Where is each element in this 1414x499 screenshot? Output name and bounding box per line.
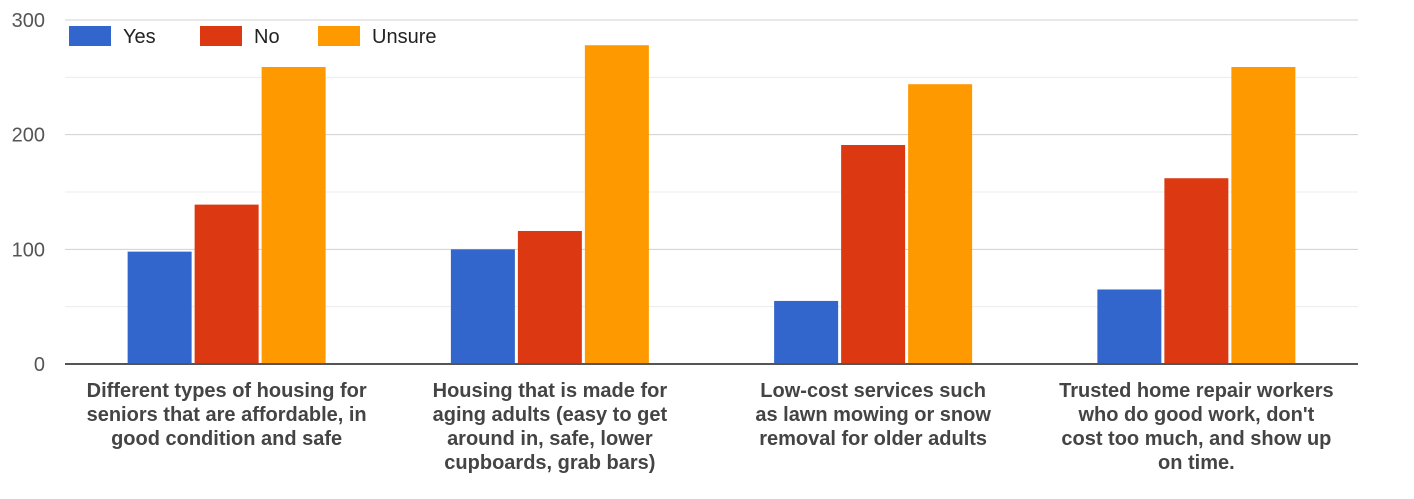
x-category-label: Different types of housing for seniors th… [87, 380, 367, 450]
bar-no-3 [841, 144, 906, 364]
bar-no-4 [1164, 178, 1229, 364]
x-category-label-line: around in, safe, lower [447, 428, 653, 450]
x-category-label-line: Low-cost services such [760, 380, 986, 402]
x-category-label: Low-cost services such as lawn mowing or … [755, 380, 991, 450]
legend-swatch-no [200, 26, 242, 46]
x-axis-labels: Different types of housing for seniors th… [87, 380, 1334, 474]
x-category-label-line: on time. [1158, 452, 1235, 474]
bar-yes-4 [1097, 289, 1162, 364]
x-category-label: Trusted home repair workers who do good w… [1059, 380, 1334, 474]
bar-no-1 [194, 204, 259, 364]
x-category-label-line: good condition and safe [111, 428, 342, 450]
legend-label-no: No [254, 26, 280, 48]
y-tick-label: 200 [12, 125, 45, 147]
x-category-label-line: removal for older adults [759, 428, 987, 450]
bar-unsure-4 [1231, 67, 1296, 364]
x-category-label-line: who do good work, don't [1077, 404, 1314, 426]
x-category-label-line: cost too much, and show up [1061, 428, 1331, 450]
y-tick-label: 100 [12, 239, 45, 261]
bar-unsure-2 [584, 45, 649, 365]
legend-label-yes: Yes [123, 26, 156, 48]
x-category-label-line: as lawn mowing or snow [755, 404, 991, 426]
x-category-label-line: Housing that is made for [433, 380, 668, 402]
x-category-label-line: cupboards, grab bars) [444, 452, 655, 474]
bars [127, 45, 1296, 365]
x-category-label: Housing that is made for aging adults (ea… [433, 380, 668, 474]
bar-yes-1 [127, 251, 192, 364]
legend: Yes No Unsure [69, 26, 436, 48]
legend-swatch-yes [69, 26, 111, 46]
gridlines [65, 19, 1358, 308]
bar-yes-2 [450, 249, 515, 364]
x-category-label-line: Different types of housing for [87, 380, 367, 402]
legend-swatch-unsure [318, 26, 360, 46]
x-category-label-line: Trusted home repair workers [1059, 380, 1334, 402]
y-axis-ticks: 0 100 200 300 [12, 10, 45, 376]
y-tick-label: 300 [12, 10, 45, 32]
bar-unsure-3 [908, 84, 973, 365]
bar-no-2 [517, 230, 582, 364]
x-category-label-line: seniors that are affordable, in [87, 404, 367, 426]
bar-yes-3 [774, 300, 839, 364]
legend-label-unsure: Unsure [372, 26, 436, 48]
y-tick-label: 0 [34, 354, 45, 376]
x-category-label-line: aging adults (easy to get [433, 404, 668, 426]
bar-unsure-1 [261, 67, 326, 364]
